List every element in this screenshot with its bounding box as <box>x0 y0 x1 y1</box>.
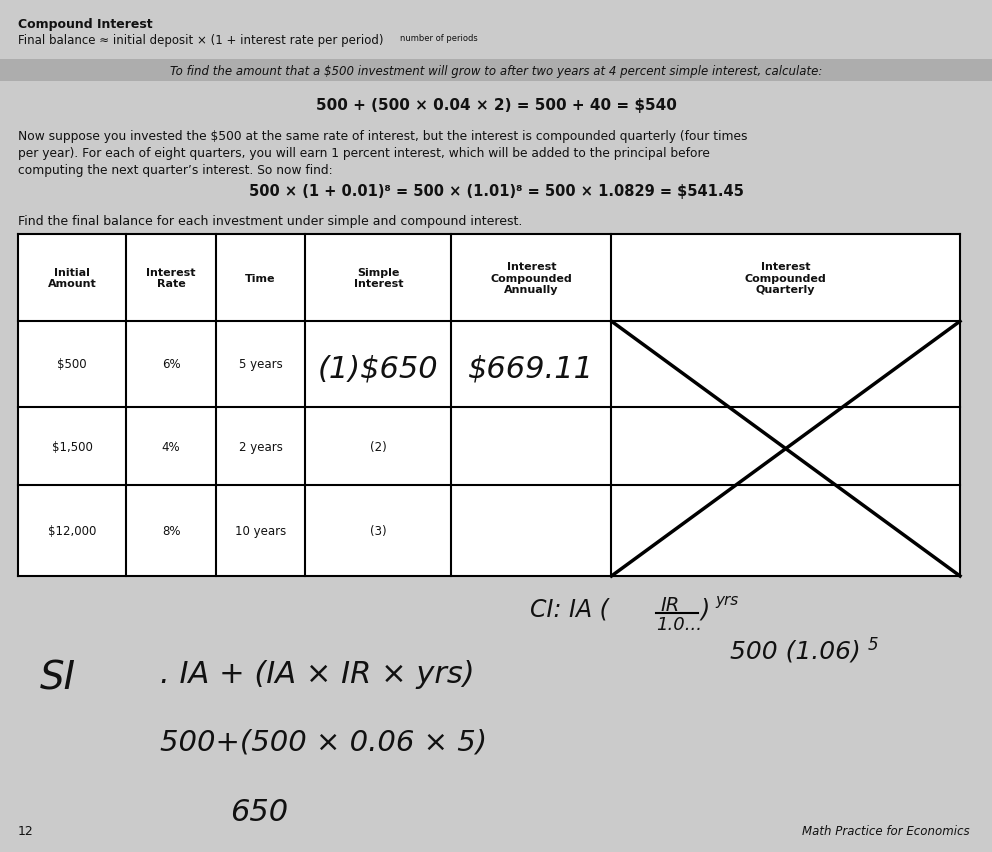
Text: computing the next quarter’s interest. So now find:: computing the next quarter’s interest. S… <box>18 164 332 177</box>
Text: 500+(500 × 0.06 × 5): 500+(500 × 0.06 × 5) <box>160 727 487 755</box>
Text: Initial
Amount: Initial Amount <box>48 268 96 289</box>
Text: 12: 12 <box>18 824 34 837</box>
Text: Interest
Compounded
Annually: Interest Compounded Annually <box>490 262 572 295</box>
Text: $669.11: $669.11 <box>468 354 594 383</box>
Text: 650: 650 <box>230 797 288 826</box>
Text: 4%: 4% <box>162 440 181 453</box>
Text: $12,000: $12,000 <box>48 525 96 538</box>
Text: IR: IR <box>660 596 680 614</box>
Text: $500: $500 <box>58 358 87 371</box>
Text: yrs: yrs <box>715 592 738 607</box>
Text: Time: Time <box>245 273 276 283</box>
Text: 1.0...: 1.0... <box>656 615 702 633</box>
Text: 5: 5 <box>868 636 879 653</box>
Text: Simple
Interest: Simple Interest <box>353 268 403 289</box>
Bar <box>0 60 992 82</box>
Text: per year). For each of eight quarters, you will earn 1 percent interest, which w: per year). For each of eight quarters, y… <box>18 147 710 160</box>
Text: number of periods: number of periods <box>400 34 478 43</box>
Text: ): ) <box>700 597 709 621</box>
Text: 5 years: 5 years <box>239 358 283 371</box>
Text: Interest
Compounded
Quarterly: Interest Compounded Quarterly <box>745 262 826 295</box>
Text: 500 + (500 × 0.04 × 2) = 500 + 40 = $540: 500 + (500 × 0.04 × 2) = 500 + 40 = $540 <box>315 98 677 112</box>
Text: 500 (1.06): 500 (1.06) <box>730 639 861 663</box>
Text: Find the final balance for each investment under simple and compound interest.: Find the final balance for each investme… <box>18 215 523 227</box>
Text: (3): (3) <box>370 525 387 538</box>
Text: 500 × (1 + 0.01)⁸ = 500 × (1.01)⁸ = 500 × 1.0829 = $541.45: 500 × (1 + 0.01)⁸ = 500 × (1.01)⁸ = 500 … <box>249 184 743 199</box>
Text: (1)$650: (1)$650 <box>318 354 438 383</box>
Text: 2 years: 2 years <box>239 440 283 453</box>
Text: Interest
Rate: Interest Rate <box>147 268 195 289</box>
Text: Compound Interest: Compound Interest <box>18 18 153 31</box>
Text: Final balance ≈ initial deposit × (1 + interest rate per period): Final balance ≈ initial deposit × (1 + i… <box>18 34 384 47</box>
Text: CI: IA (: CI: IA ( <box>530 597 609 621</box>
Text: SI: SI <box>40 659 76 697</box>
Text: To find the amount that a $500 investment will grow to after two years at 4 perc: To find the amount that a $500 investmen… <box>170 65 822 78</box>
Bar <box>18 234 960 576</box>
Text: 6%: 6% <box>162 358 181 371</box>
Text: . IA + (IA × IR × yrs): . IA + (IA × IR × yrs) <box>160 659 474 688</box>
Text: Now suppose you invested the $500 at the same rate of interest, but the interest: Now suppose you invested the $500 at the… <box>18 130 748 143</box>
Text: 10 years: 10 years <box>235 525 286 538</box>
Text: $1,500: $1,500 <box>52 440 92 453</box>
Text: (2): (2) <box>370 440 387 453</box>
Text: Math Practice for Economics: Math Practice for Economics <box>803 824 970 837</box>
Text: 8%: 8% <box>162 525 181 538</box>
